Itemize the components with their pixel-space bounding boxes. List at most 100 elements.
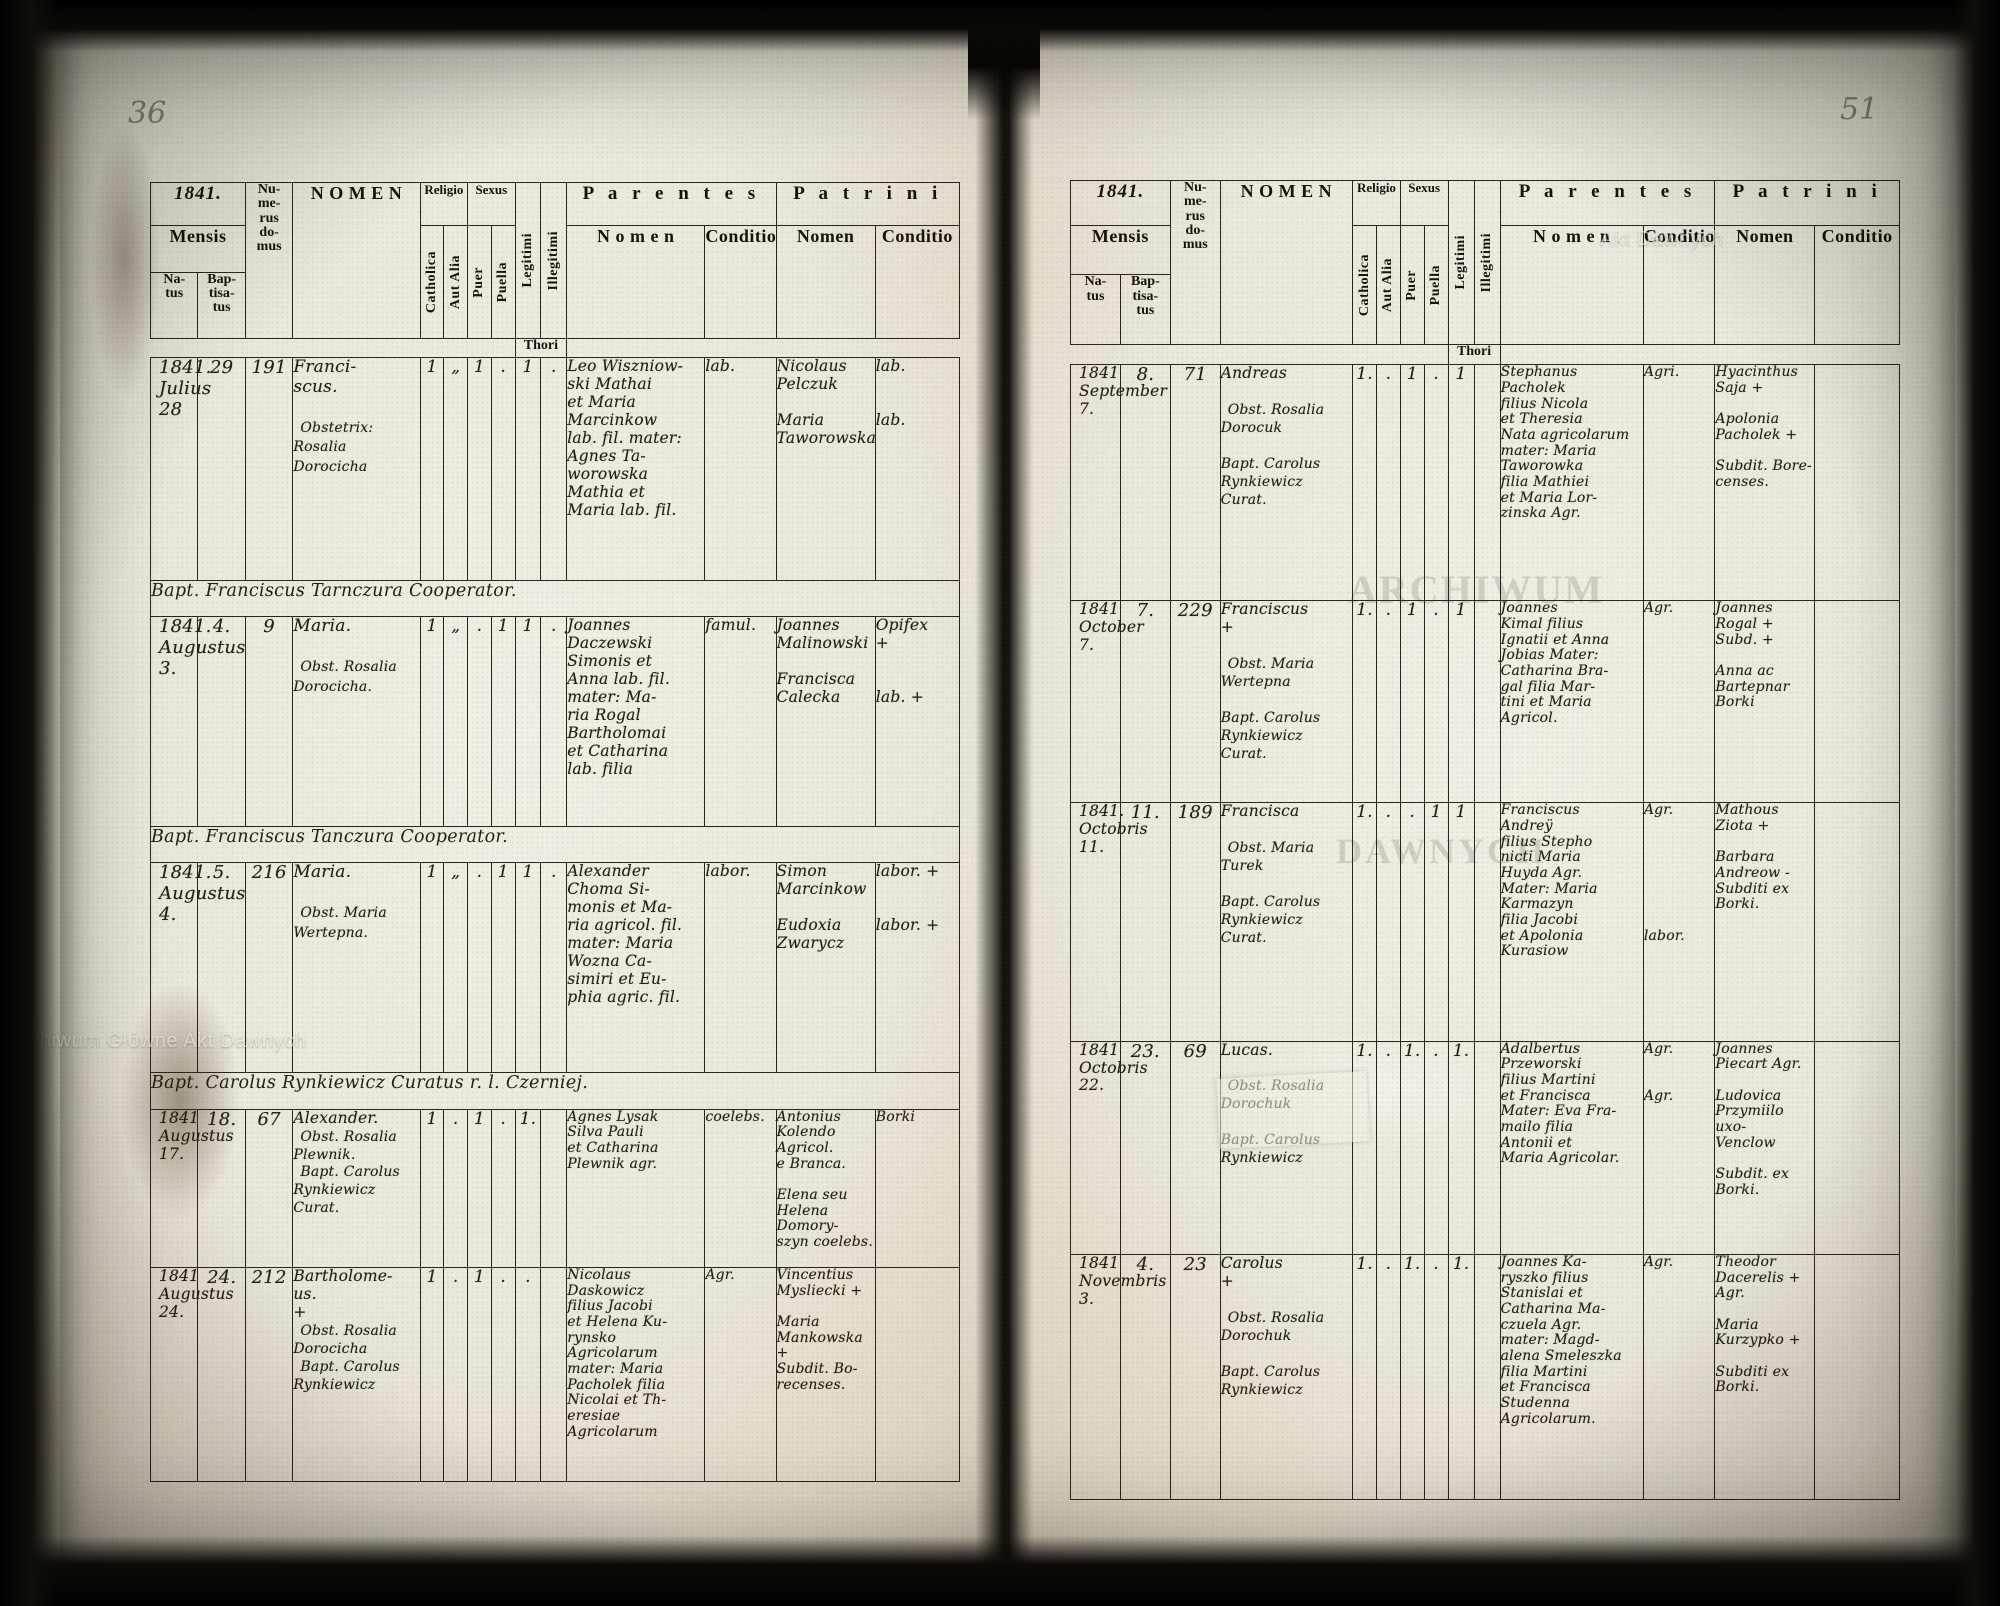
header-sexus-right: Sexus	[1399, 180, 1449, 226]
entry-aut-alia-left-0: „	[443, 357, 469, 582]
header-patrini-conditio: Conditio	[874, 224, 961, 340]
entry-illegitimi-right-0	[1473, 364, 1501, 602]
entry-nomen-left-3: Alexander. Obst. Rosalia Plewnik. Bapt. Ca…	[292, 1108, 421, 1268]
header-patrini-conditio-right: Conditio	[1814, 224, 1900, 346]
header-legitimi-right: Legitimi	[1447, 179, 1475, 346]
photo-edge-right	[1954, 0, 2000, 1606]
entry-legitimi-right-3: 1.	[1447, 1040, 1475, 1256]
entry-date-left-4: 1841 Augustus 24.	[149, 1266, 234, 1483]
entry-puer-left-0: 1	[467, 357, 492, 582]
entry-illegitimi-right-2	[1473, 802, 1501, 1042]
header-parentes-conditio-right: Conditio	[1642, 224, 1716, 346]
header-aut-alia: Aut Alia	[443, 224, 469, 340]
entry-aut-alia-right-4: .	[1375, 1254, 1401, 1500]
entry-parentes-nomen-right-1: Joannes Kimal filius Ignatii et Anna Job…	[1499, 600, 1644, 804]
entry-patrini-conditio-right-2	[1814, 802, 1900, 1042]
entry-parentes-nomen-left-3: Agnes Lysak Silva Pauli et Catharina Ple…	[566, 1108, 706, 1268]
photo-edge-top	[0, 0, 2000, 52]
entry-patrini-conditio-left-1: Opifex + lab. +	[874, 616, 961, 828]
entry-date-right-2: 1841. Octobris 11.	[1070, 802, 1148, 1042]
header-illegitimi-right: Illegitimi	[1473, 179, 1501, 346]
entry-parentes-conditio-left-4: Agr.	[704, 1266, 777, 1483]
entry-illegitimi-left-4	[540, 1266, 568, 1483]
header-catholica-right: Catholica	[1352, 224, 1377, 346]
header-thori: Thori	[514, 338, 568, 359]
entry-puella-left-0: .	[490, 357, 516, 582]
photo-edge-bottom	[0, 1536, 2000, 1606]
entry-parentes-conditio-left-1: famul.	[704, 616, 777, 828]
header-year-right: 1841.	[1070, 180, 1171, 226]
header-numerus-domus-right: Nu- me- rus do- mus	[1169, 179, 1221, 346]
header-nomen-right: N O M E N	[1219, 179, 1354, 346]
entry-parentes-conditio-left-2: labor.	[704, 862, 777, 1074]
right-register-table: 1841. Nu- me- rus do- mus N O M E N Reli…	[1070, 179, 1900, 1500]
entry-patrini-conditio-left-2: labor. + labor. +	[874, 862, 961, 1074]
entry-patrini-conditio-left-0: lab. lab.	[874, 357, 961, 582]
header-parentes: P a r e n t e s	[566, 182, 777, 226]
entry-nomen-right-4: Carolus + Obst. Rosalia Dorochuk Bapt. Ca…	[1219, 1254, 1354, 1500]
folio-number-left: 36	[128, 96, 167, 131]
entry-catholica-right-0: 1.	[1352, 364, 1377, 602]
entry-puella-left-4: .	[490, 1266, 516, 1483]
header-illegitimi: Illegitimi	[540, 181, 568, 340]
entry-parentes-conditio-left-0: lab.	[704, 357, 777, 582]
entry-puer-right-1: 1	[1399, 600, 1425, 804]
entry-parentes-nomen-right-0: Stephanus Pacholek filius Nicola et Ther…	[1499, 364, 1644, 602]
entry-parentes-nomen-left-1: Joannes Daczewski Simonis et Anna lab. f…	[566, 616, 706, 828]
header-mensis: Mensis	[150, 224, 246, 273]
entry-puella-left-2: 1	[490, 862, 516, 1074]
entry-date-left-2: 1841. Augustus 4.	[149, 862, 245, 1074]
entry-illegitimi-right-4	[1473, 1254, 1501, 1500]
header-aut-alia-right: Aut Alia	[1375, 224, 1401, 346]
entry-date-right-3: 1841 Octobris 22.	[1070, 1040, 1148, 1256]
entry-patrini-nomen-left-1: Joannes Malinowski Francisca Calecka	[775, 616, 876, 828]
header-nomen: N O M E N	[292, 181, 421, 340]
entry-date-left-3: 1841 Augustus 17.	[149, 1108, 234, 1268]
entry-aut-alia-left-1: „	[443, 616, 469, 828]
header-year: 1841.	[150, 182, 246, 226]
entry-legitimi-left-0: 1	[514, 357, 542, 582]
entry-parentes-conditio-right-2: Agr. labor.	[1642, 802, 1716, 1042]
entry-illegitimi-left-2: .	[540, 862, 568, 1074]
entry-catholica-left-0: 1	[419, 357, 445, 582]
entry-puella-right-4: .	[1423, 1254, 1449, 1500]
header-religio: Religio	[419, 182, 469, 226]
entry-patrini-nomen-right-0: Hyacinthus Saja + Apolonia Pacholek + Su…	[1714, 364, 1816, 602]
entry-puella-left-1: 1	[490, 616, 516, 828]
entry-parentes-conditio-right-4: Agr.	[1642, 1254, 1716, 1500]
entry-nomen-right-0: Andreas Obst. Rosalia Dorocuk Bapt. Carol…	[1219, 364, 1354, 602]
entry-legitimi-right-2: 1	[1447, 802, 1475, 1042]
entry-domus-right-1: 229	[1169, 600, 1221, 804]
entry-baptizans-left-1: Bapt. Franciscus Tanczura Cooperator.	[150, 826, 960, 864]
entry-catholica-left-4: 1	[419, 1266, 445, 1483]
entry-patrini-conditio-left-3: Borki	[874, 1108, 961, 1268]
entry-puella-right-1: .	[1423, 600, 1449, 804]
entry-parentes-nomen-right-3: Adalbertus Przeworski filius Martini et …	[1499, 1040, 1644, 1256]
entry-baptisatus-right-4: 4.	[1119, 1254, 1171, 1500]
entry-parentes-nomen-right-2: Franciscus Andreÿ filius Stepho nicti Ma…	[1499, 802, 1644, 1042]
entry-illegitimi-right-1	[1473, 600, 1501, 804]
entry-patrini-nomen-left-2: Simon Marcinkow Eudoxia Zwarycz	[775, 862, 876, 1074]
entry-aut-alia-right-3: .	[1375, 1040, 1401, 1256]
entry-puer-right-2: .	[1399, 802, 1425, 1042]
entry-aut-alia-right-2: .	[1375, 802, 1401, 1042]
entry-aut-alia-left-2: „	[443, 862, 469, 1074]
entry-aut-alia-left-3: .	[443, 1108, 469, 1268]
header-thori-right: Thori	[1447, 344, 1501, 366]
entry-domus-left-2: 216	[244, 862, 294, 1074]
entry-puella-right-3: .	[1423, 1040, 1449, 1256]
entry-aut-alia-right-0: .	[1375, 364, 1401, 602]
entry-puella-right-2: 1	[1423, 802, 1449, 1042]
entry-domus-left-0: 191	[244, 357, 294, 582]
entry-parentes-conditio-right-3: Agr. Agr.	[1642, 1040, 1716, 1256]
header-legitimi: Legitimi	[514, 181, 542, 340]
header-patrini-right: P a t r i n i	[1714, 180, 1900, 226]
photo-edge-left	[0, 0, 58, 1606]
header-parentes-right: P a r e n t e s	[1499, 180, 1716, 226]
header-patrini-nomen: Nomen	[775, 224, 876, 340]
entry-puer-left-3: 1	[467, 1108, 492, 1268]
entry-baptizans-left-2: Bapt. Carolus Rynkiewicz Curatus r. l. C…	[150, 1072, 960, 1110]
header-puella-right: Puella	[1423, 224, 1449, 346]
entry-nomen-left-4: Bartholome- us. + Obst. Rosalia Dorocicha…	[292, 1266, 421, 1483]
